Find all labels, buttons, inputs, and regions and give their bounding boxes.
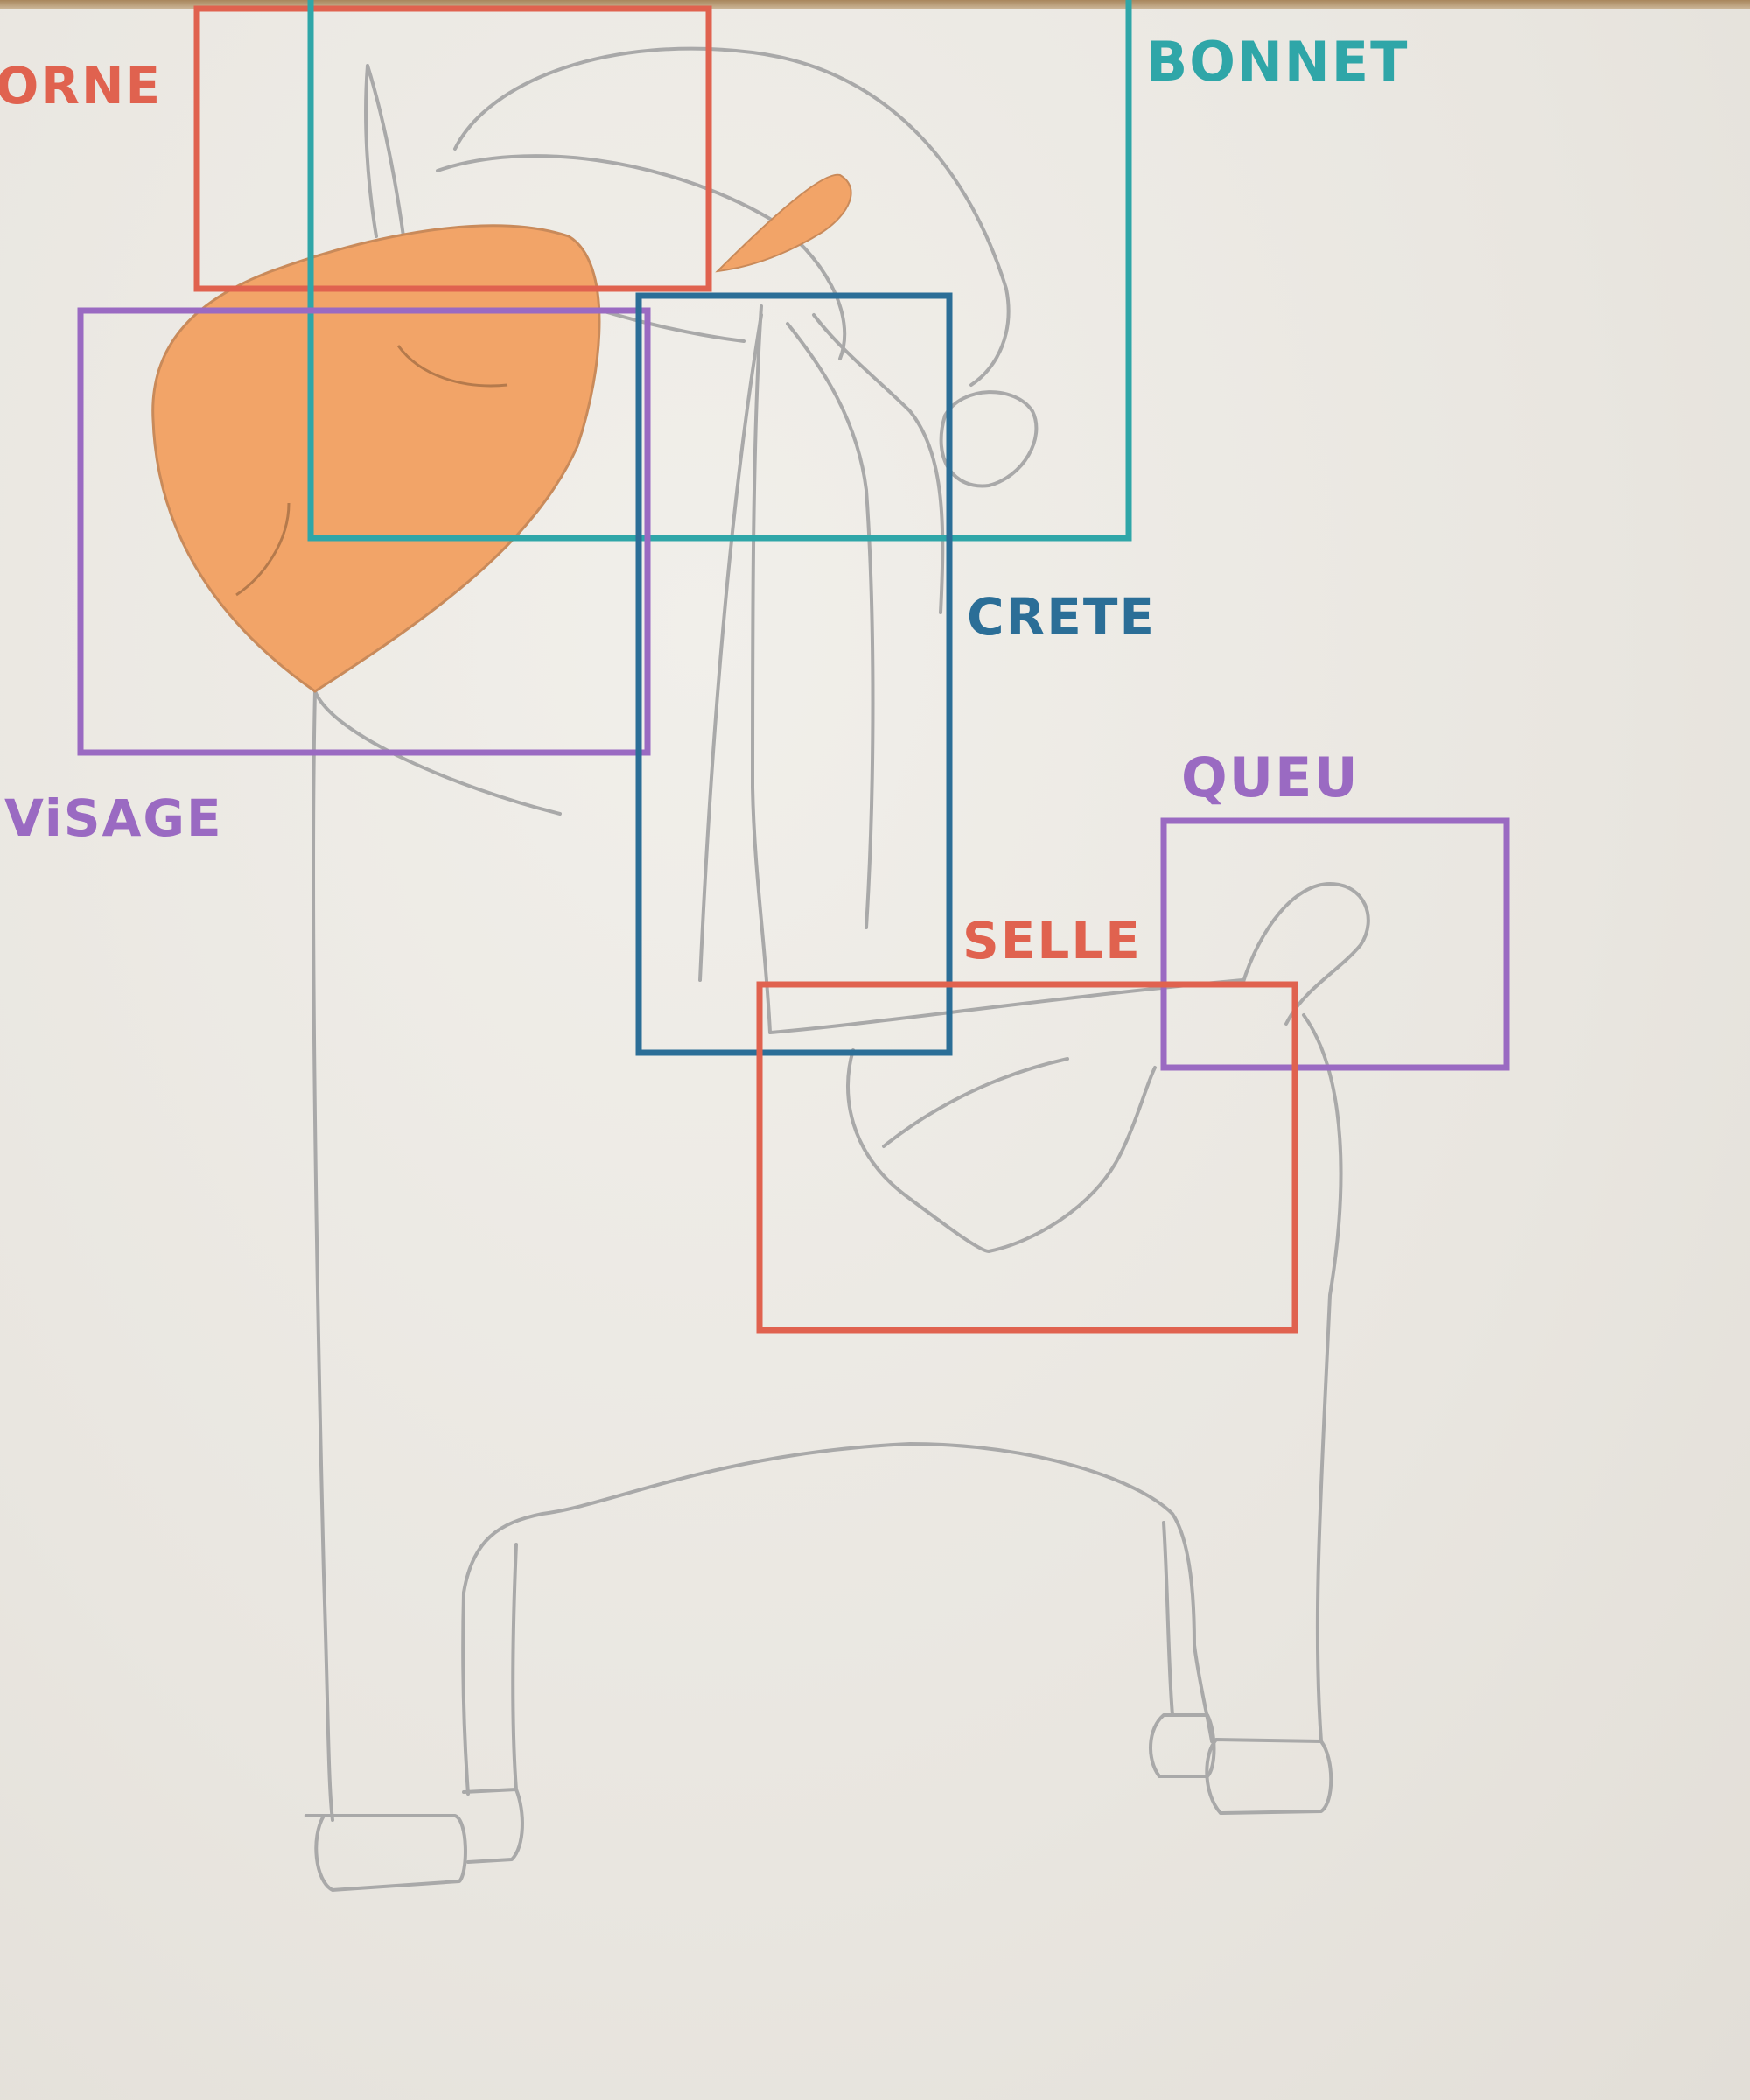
ear-sketch <box>939 390 1039 488</box>
label-visage: ViSAGE <box>4 788 223 848</box>
hind-leg-inner <box>1162 1521 1174 1717</box>
mane-sketch-2 <box>436 154 847 360</box>
label-crete: CRETE <box>967 587 1156 647</box>
nostril-line <box>235 502 290 597</box>
hoof-front-left <box>304 1813 467 1892</box>
mane-sketch <box>453 46 1011 387</box>
saddle-sketch-2 <box>882 1057 1069 1148</box>
hoof-front-right <box>462 1788 524 1864</box>
pencil-sketch <box>304 46 1370 1892</box>
annotation-boxes <box>77 0 1510 1334</box>
saddle-sketch <box>845 1048 1157 1253</box>
crete-box <box>635 292 953 1056</box>
belly-arch <box>462 1442 1196 1647</box>
neck-sketch <box>751 304 772 1034</box>
neck-sketch-2 <box>786 322 875 929</box>
neck-sketch-4 <box>698 313 763 982</box>
rump-line <box>1302 1013 1343 1743</box>
hind-leg-inner-2 <box>1193 1643 1214 1743</box>
head-colored <box>151 173 852 693</box>
bonnet-box <box>307 0 1132 542</box>
label-queu: QUEU <box>1181 746 1360 809</box>
table-edge <box>0 0 1750 9</box>
front-leg-inner <box>461 1591 470 1796</box>
front-leg-inner-2 <box>511 1543 518 1791</box>
neck-sketch-3 <box>812 313 945 614</box>
label-corne: ORNE <box>0 56 162 116</box>
face-line <box>313 690 562 816</box>
label-selle: SELLE <box>962 911 1142 970</box>
hoof-hind-right <box>1205 1738 1334 1815</box>
hoof-hind-left <box>1149 1713 1216 1778</box>
eye-line <box>396 345 508 388</box>
back-line <box>768 978 1244 1034</box>
visage-box <box>77 307 651 756</box>
annotation-labels: ORNE BONNET CRETE ViSAGE QUEU SELLE <box>0 30 1409 970</box>
tail-sketch <box>1241 882 1370 1026</box>
horn-sketch <box>364 64 409 264</box>
selle-box <box>756 981 1298 1334</box>
corne-box <box>193 5 712 292</box>
queu-box <box>1160 817 1510 1071</box>
label-bonnet: BONNET <box>1146 30 1409 94</box>
head-fill <box>151 224 601 693</box>
front-leg-left <box>312 690 334 1822</box>
horn-fill <box>715 173 852 273</box>
